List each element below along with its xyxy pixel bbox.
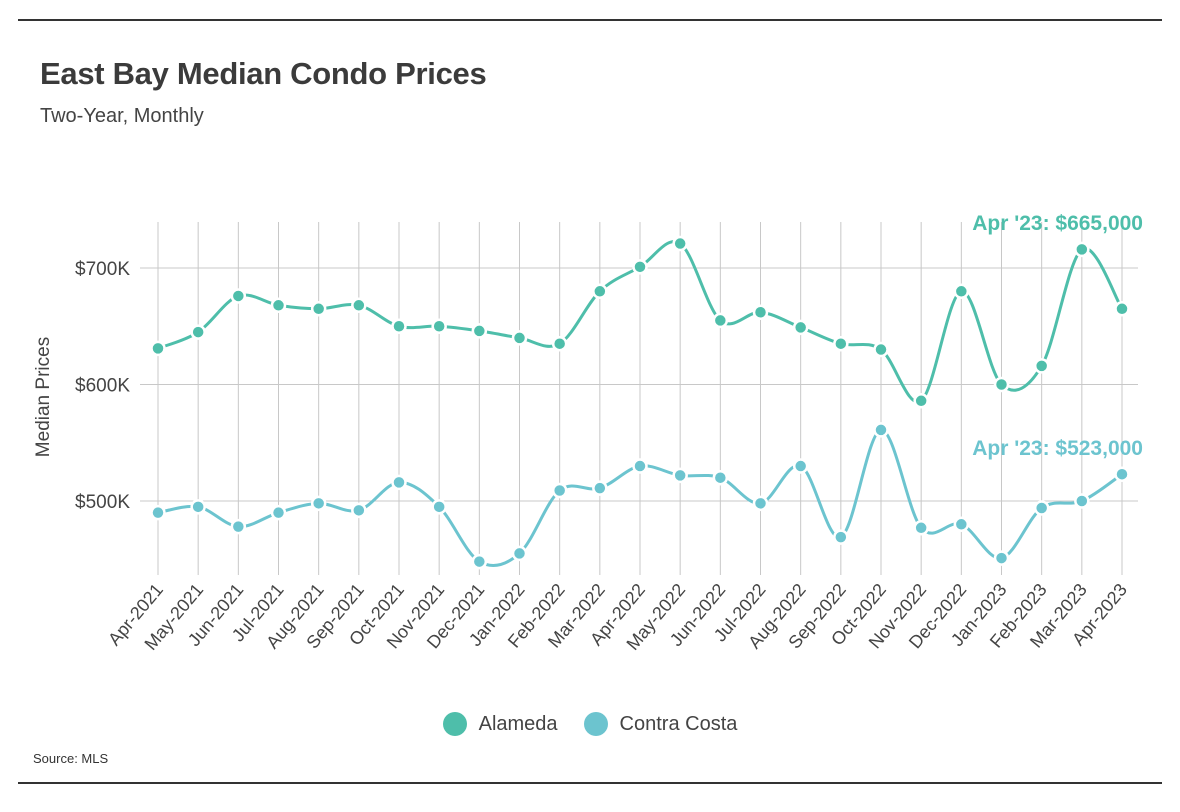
legend-label-contra-costa: Contra Costa <box>619 712 738 735</box>
data-point-contra-costa <box>833 529 849 545</box>
data-point-alameda <box>632 259 648 275</box>
legend-marker-alameda <box>442 712 467 736</box>
y-tick-label: $700K <box>75 259 130 280</box>
data-point-contra-costa <box>431 499 447 515</box>
data-point-contra-costa <box>1033 500 1050 516</box>
data-point-alameda <box>471 323 488 339</box>
data-point-alameda <box>672 235 688 252</box>
y-tick-label: $600K <box>75 376 130 397</box>
data-point-alameda <box>792 319 809 336</box>
annotation-label: Apr '23: $523,000 <box>972 437 1143 460</box>
data-point-alameda <box>431 318 447 334</box>
data-point-alameda <box>873 341 889 358</box>
data-point-alameda <box>592 283 608 300</box>
data-point-contra-costa <box>190 499 206 515</box>
data-point-contra-costa <box>1074 493 1090 509</box>
data-point-contra-costa <box>1114 466 1130 482</box>
data-point-alameda <box>230 288 247 304</box>
data-point-alameda <box>1033 358 1050 374</box>
data-point-contra-costa <box>953 516 970 533</box>
data-point-alameda <box>752 304 769 321</box>
data-point-contra-costa <box>993 550 1010 566</box>
data-point-alameda <box>833 335 849 352</box>
data-point-alameda <box>351 297 367 314</box>
bottom-rule <box>18 782 1162 784</box>
data-point-contra-costa <box>752 495 769 512</box>
data-point-alameda <box>551 335 568 352</box>
source-note: Source: MLS <box>33 751 109 766</box>
data-point-contra-costa <box>391 474 407 491</box>
data-point-contra-costa <box>511 545 528 562</box>
data-point-contra-costa <box>873 422 889 438</box>
data-point-alameda <box>1074 241 1090 258</box>
data-point-contra-costa <box>471 553 488 570</box>
annotation-label: Apr '23: $665,000 <box>972 212 1143 235</box>
data-point-contra-costa <box>150 504 166 521</box>
legend-marker-contra-costa <box>583 712 608 736</box>
data-point-alameda <box>953 283 970 300</box>
data-point-alameda <box>150 340 166 357</box>
legend-item-alameda[interactable]: Alameda <box>442 712 558 736</box>
data-point-contra-costa <box>672 467 688 484</box>
top-rule <box>18 19 1162 21</box>
chart-subtitle: Two-Year, Monthly <box>40 105 204 127</box>
data-point-contra-costa <box>351 502 367 519</box>
data-point-contra-costa <box>270 504 287 521</box>
data-point-contra-costa <box>592 480 608 496</box>
data-point-contra-costa <box>632 458 648 474</box>
data-point-alameda <box>391 318 407 334</box>
data-point-contra-costa <box>551 482 568 499</box>
data-point-contra-costa <box>310 495 327 512</box>
data-point-alameda <box>993 376 1010 393</box>
chart-title: East Bay Median Condo Prices <box>40 56 487 91</box>
data-point-contra-costa <box>792 458 809 474</box>
data-point-contra-costa <box>712 469 729 486</box>
data-point-contra-costa <box>230 518 247 535</box>
data-point-alameda <box>310 301 327 317</box>
y-axis-label: Median Prices <box>33 337 54 457</box>
y-tick-label: $500K <box>75 492 130 513</box>
data-point-alameda <box>1114 301 1130 317</box>
data-point-alameda <box>511 330 528 346</box>
legend-label-alameda: Alameda <box>478 712 558 735</box>
data-point-alameda <box>190 324 206 340</box>
data-point-contra-costa <box>913 520 929 536</box>
legend: Alameda Contra Costa <box>0 712 1180 736</box>
data-point-alameda <box>712 312 729 329</box>
legend-item-contra-costa[interactable]: Contra Costa <box>583 712 738 736</box>
data-point-alameda <box>270 297 287 314</box>
data-point-alameda <box>913 393 929 409</box>
